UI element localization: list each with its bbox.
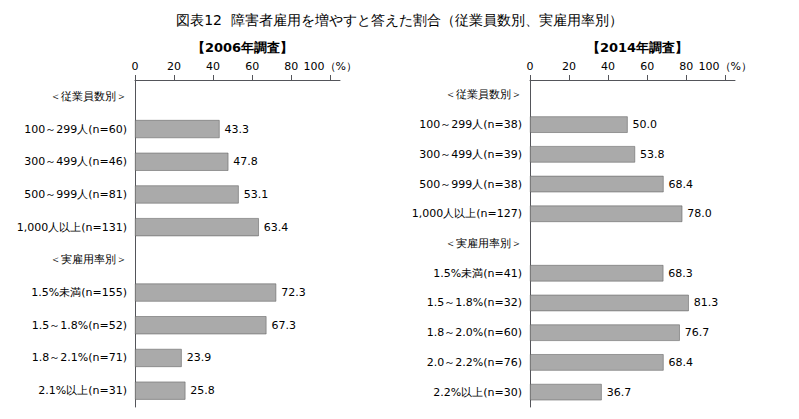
svg-text:＜従業員数別＞: ＜従業員数別＞ — [50, 90, 127, 103]
svg-text:1.8～2.1%(n=71): 1.8～2.1%(n=71) — [32, 351, 127, 364]
svg-text:60: 60 — [640, 60, 654, 73]
svg-text:500～999人(n=81): 500～999人(n=81) — [24, 188, 127, 201]
svg-text:80: 80 — [284, 60, 298, 73]
svg-text:53.1: 53.1 — [244, 188, 268, 201]
svg-text:40: 40 — [601, 60, 615, 73]
svg-text:図表12 障害者雇用を増やすと答えた割合（従業員数別、実雇: 図表12 障害者雇用を増やすと答えた割合（従業員数別、実雇用率別） — [176, 12, 623, 28]
svg-text:0: 0 — [132, 60, 139, 73]
svg-text:72.3: 72.3 — [281, 286, 306, 299]
svg-text:81.3: 81.3 — [694, 296, 719, 309]
svg-text:68.4: 68.4 — [669, 178, 694, 191]
svg-text:80: 80 — [679, 60, 693, 73]
svg-text:【2006年調査】: 【2006年調査】 — [192, 40, 293, 55]
svg-text:20: 20 — [562, 60, 576, 73]
svg-text:1.5～1.8%(n=52): 1.5～1.8%(n=52) — [32, 319, 127, 332]
svg-text:2.0～2.2%(n=76): 2.0～2.2%(n=76) — [427, 356, 522, 369]
svg-text:40: 40 — [206, 60, 220, 73]
svg-text:【2014年調査】: 【2014年調査】 — [587, 40, 688, 55]
svg-text:43.3: 43.3 — [225, 123, 250, 136]
svg-text:2.2%以上(n=30): 2.2%以上(n=30) — [433, 386, 522, 399]
svg-text:67.3: 67.3 — [271, 319, 296, 332]
svg-text:100（%）: 100（%） — [304, 60, 357, 73]
svg-text:＜従業員数別＞: ＜従業員数別＞ — [445, 88, 522, 101]
svg-text:50.0: 50.0 — [633, 118, 658, 131]
svg-text:53.8: 53.8 — [640, 148, 665, 161]
svg-text:1.5～1.8%(n=32): 1.5～1.8%(n=32) — [427, 296, 522, 309]
svg-text:100（%）: 100（%） — [699, 60, 752, 73]
svg-text:78.0: 78.0 — [687, 207, 712, 220]
svg-text:76.7: 76.7 — [685, 326, 710, 339]
svg-text:36.7: 36.7 — [607, 386, 632, 399]
svg-text:25.8: 25.8 — [190, 384, 215, 397]
svg-text:0: 0 — [527, 60, 534, 73]
svg-text:500～999人(n=38): 500～999人(n=38) — [419, 178, 522, 191]
svg-text:68.3: 68.3 — [668, 267, 693, 280]
svg-text:100～299人(n=60): 100～299人(n=60) — [24, 123, 127, 136]
svg-text:60: 60 — [245, 60, 259, 73]
svg-text:1.5%未満(n=41): 1.5%未満(n=41) — [433, 267, 522, 280]
svg-text:20: 20 — [167, 60, 181, 73]
svg-text:1.5%未満(n=155): 1.5%未満(n=155) — [31, 286, 127, 299]
svg-text:23.9: 23.9 — [187, 351, 212, 364]
svg-text:300～499人(n=39): 300～499人(n=39) — [419, 148, 522, 161]
svg-text:63.4: 63.4 — [264, 221, 289, 234]
svg-text:300～499人(n=46): 300～499人(n=46) — [24, 155, 127, 168]
svg-text:68.4: 68.4 — [669, 356, 694, 369]
svg-text:＜実雇用率別＞: ＜実雇用率別＞ — [50, 253, 127, 266]
svg-text:1,000人以上(n=127): 1,000人以上(n=127) — [412, 207, 522, 220]
svg-text:1,000人以上(n=131): 1,000人以上(n=131) — [17, 221, 127, 234]
svg-text:100～299人(n=38): 100～299人(n=38) — [419, 118, 522, 131]
svg-text:2.1%以上(n=31): 2.1%以上(n=31) — [38, 384, 127, 397]
svg-text:＜実雇用率別＞: ＜実雇用率別＞ — [445, 237, 522, 250]
svg-text:1.8～2.0%(n=60): 1.8～2.0%(n=60) — [427, 326, 522, 339]
svg-text:47.8: 47.8 — [233, 155, 257, 168]
